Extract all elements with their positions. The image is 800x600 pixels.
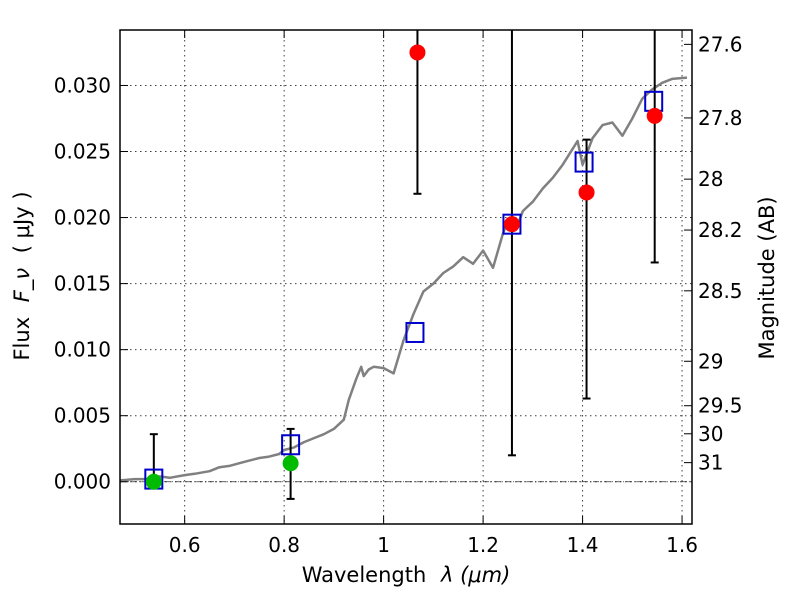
mag-tick-label: 29 (698, 349, 723, 373)
x-tick-label: 1.6 (666, 533, 698, 557)
y-tick-label: 0.020 (54, 206, 111, 230)
x-axis-label: Wavelength λ (μm) (302, 563, 511, 587)
model-box (574, 151, 594, 173)
y-tick-label: 0.030 (54, 73, 111, 97)
x-tick-label: 1.2 (467, 533, 499, 557)
y-axis-label-math: F_ν (10, 268, 35, 303)
grid (120, 30, 692, 524)
observed-point-layer (145, 44, 663, 490)
tick-label-layer: 0.6 0.8 1 1.2 1.4 1.6 0.000 0.005 0.010 0.015 0.02… (54, 32, 743, 557)
model-sed-layer (119, 76, 688, 482)
plot-frame (119, 29, 693, 525)
model-sed-line (119, 76, 688, 482)
y-tick-label: 0.005 (54, 404, 111, 428)
mag-tick-label: 28.2 (698, 218, 743, 242)
y-tick-label: 0.010 (54, 338, 111, 362)
x-tick-label: 0.6 (169, 533, 201, 557)
y-axis-label-text: Flux (10, 317, 34, 361)
x-axis-label-math: λ (μm) (440, 563, 510, 587)
x-tick-label: 1 (377, 533, 390, 557)
model-box (502, 213, 522, 235)
model-box (281, 434, 301, 456)
mag-tick-label: 30 (698, 422, 723, 446)
tick-layer (120, 30, 692, 524)
model-box-layer (144, 90, 664, 490)
mag-tick-label: 27.8 (698, 106, 743, 130)
y-tick-label: 0.015 (54, 272, 111, 296)
mag-tick-label: 27.6 (698, 32, 743, 56)
y-axis-label-unit: ( μJy ) (10, 191, 34, 253)
observed-point (503, 216, 520, 233)
observed-point (578, 184, 595, 201)
observed-point (646, 107, 663, 124)
y-tick-label: 0.000 (54, 470, 111, 494)
x-axis-label-text: Wavelength (302, 563, 427, 587)
observed-point (145, 473, 162, 490)
mag-tick-label: 31 (698, 451, 723, 475)
x-tick-label: 1.4 (567, 533, 599, 557)
mag-tick-label: 28 (698, 167, 723, 191)
right-axis-label: Magnitude (AB) (755, 196, 779, 359)
observed-point (409, 44, 426, 61)
x-tick-label: 0.8 (268, 533, 300, 557)
observed-point (282, 455, 299, 472)
y-tick-label: 0.025 (54, 140, 111, 164)
mag-tick-label: 29.5 (698, 394, 743, 418)
y-axis-label: Flux F_ν ( μJy ) (10, 191, 35, 360)
model-box (405, 321, 425, 343)
mag-tick-label: 28.5 (698, 279, 743, 303)
